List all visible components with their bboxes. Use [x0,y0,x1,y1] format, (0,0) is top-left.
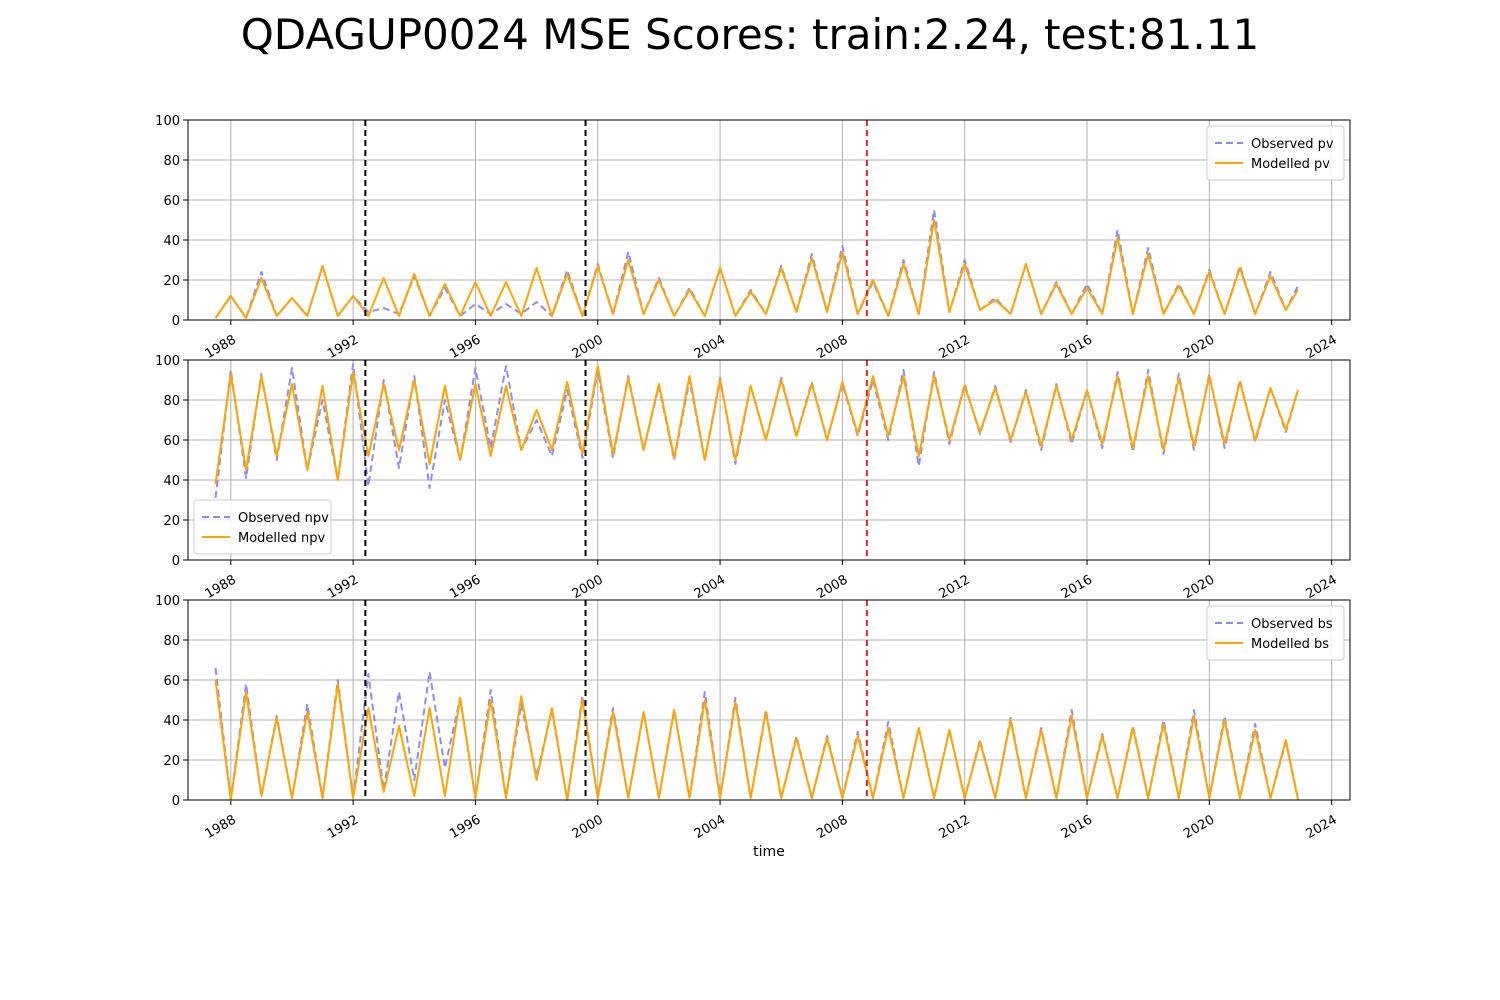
y-tick-label: 0 [172,554,180,569]
y-tick-label: 40 [163,714,180,729]
y-tick-label: 0 [172,794,180,809]
x-tick-label: 2004 [692,812,728,842]
axes-frame [187,359,1351,561]
legend-npv: Observed npv Modelled npv [193,499,332,555]
legend-label: Modelled bs [1251,637,1329,652]
x-tick-label: 2008 [814,332,850,362]
panel-bs: 1988 1992 1996 2000 2004 2008 2012 2016 2020 2024… [155,594,1351,860]
x-tick-label: 2012 [937,332,973,362]
x-tick-label: 2012 [937,812,973,842]
modelled-series-line [214,365,1299,485]
observed-series-line [214,667,1299,801]
modelled-series-line [214,679,1299,801]
x-tick-label: 1996 [447,332,483,362]
y-tick-label: 20 [163,274,180,289]
x-tick-label: 2016 [1059,332,1095,362]
x-tick-label: 2004 [692,572,728,602]
y-tick-label: 60 [163,194,180,209]
x-tick-label: 2016 [1059,812,1095,842]
y-tick-label: 60 [163,674,180,689]
x-tick-label: 2012 [937,572,973,602]
y-tick-label: 80 [163,154,180,169]
y-tick-label: 100 [155,594,180,609]
x-tick-label: 2024 [1303,332,1339,362]
y-tick-label: 80 [163,394,180,409]
x-tick-label: 2020 [1181,332,1217,362]
y-tick-label: 100 [155,354,180,369]
legend-label: Observed bs [1251,617,1333,632]
panel-pv: 1988 1992 1996 2000 2004 2008 2012 2016 2020 2024… [155,114,1351,362]
x-tick-label: 2008 [814,812,850,842]
legend-bs: Observed bs Modelled bs [1206,605,1345,661]
y-tick-label: 20 [163,754,180,769]
legend-label: Modelled npv [238,531,326,546]
legend-label: Modelled pv [1251,157,1330,172]
y-tick-label: 80 [163,634,180,649]
x-tick-label: 1988 [203,812,239,842]
x-tick-label: 2016 [1059,572,1095,602]
axes-frame [187,599,1351,801]
x-tick-label: 1996 [447,812,483,842]
y-tick-label: 100 [155,114,180,129]
x-tick-label: 2020 [1181,812,1217,842]
x-tick-label: 2000 [570,572,606,602]
y-tick-label: 0 [172,314,180,329]
legend-pv: Observed pv Modelled pv [1206,125,1345,181]
x-tick-label: 1992 [325,812,361,842]
x-tick-label: 1988 [203,572,239,602]
legend-box [193,499,332,555]
panel-npv: 1988 1992 1996 2000 2004 2008 2012 2016 2020 2024… [155,354,1351,602]
figure-title: QDAGUP0024 MSE Scores: train:2.24, test:… [240,10,1260,59]
axes-frame [187,119,1351,321]
legend-label: Observed npv [238,511,329,526]
x-axis-label: time [753,844,785,860]
x-tick-label: 2024 [1303,572,1339,602]
y-tick-label: 40 [163,234,180,249]
x-tick-label: 2008 [814,572,850,602]
x-tick-label: 2020 [1181,572,1217,602]
y-tick-label: 20 [163,514,180,529]
x-tick-label: 1992 [325,332,361,362]
x-tick-label: 2024 [1303,812,1339,842]
x-tick-label: 1992 [325,572,361,602]
y-tick-label: 60 [163,434,180,449]
x-tick-label: 2000 [570,812,606,842]
observed-series-line [214,209,1299,319]
legend-label: Observed pv [1251,137,1334,152]
legend-box [1206,125,1345,181]
legend-box [1206,605,1345,661]
x-tick-label: 1988 [203,332,239,362]
x-tick-label: 2000 [570,332,606,362]
x-tick-label: 1996 [447,572,483,602]
x-tick-label: 2004 [692,332,728,362]
y-tick-label: 40 [163,474,180,489]
modelled-series-line [214,219,1299,319]
